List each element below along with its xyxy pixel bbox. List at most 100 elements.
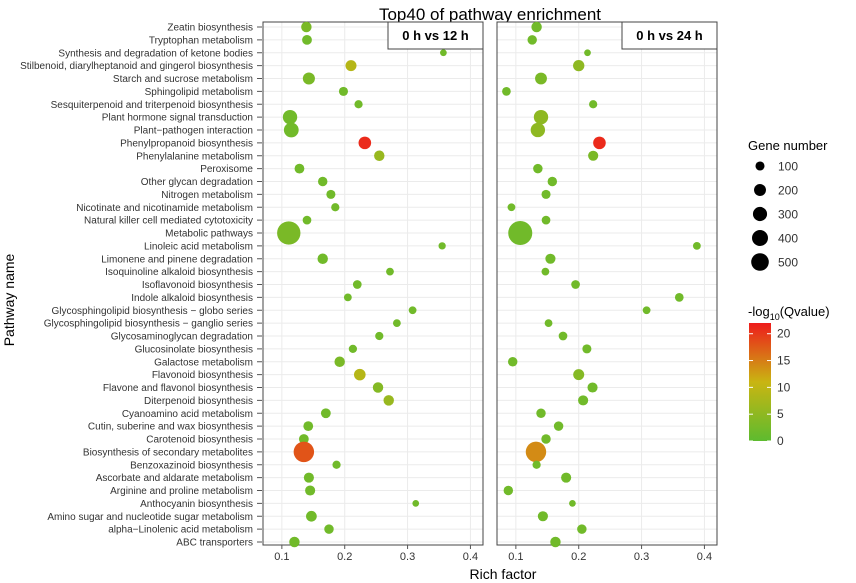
data-point: [503, 485, 514, 496]
data-point: [507, 203, 516, 212]
data-point: [532, 460, 541, 469]
y-tick-label: Glycosphingolipid biosynthesis − globo s…: [51, 306, 253, 317]
x-tick-label: 0.2: [571, 551, 586, 563]
data-point: [408, 306, 417, 315]
data-point: [372, 382, 384, 393]
y-tick-label: alpha−Linolenic acid metabolism: [108, 525, 253, 536]
data-point: [525, 441, 547, 463]
data-point: [302, 72, 315, 85]
data-point: [302, 34, 312, 45]
y-tick-label: Peroxisome: [200, 164, 253, 175]
size-legend-label: 100: [778, 160, 798, 174]
data-point: [545, 253, 556, 264]
panel-border: [496, 21, 718, 546]
data-point: [544, 319, 553, 328]
y-tick-label: Linoleic acid metabolism: [144, 241, 253, 252]
y-tick-label: Flavonoid biosynthesis: [152, 370, 253, 381]
panel-border: [262, 21, 484, 546]
data-point: [354, 100, 363, 109]
y-tick-label: Cutin, suberine and wax biosynthesis: [88, 422, 253, 433]
data-point: [289, 536, 300, 548]
data-point: [541, 434, 551, 444]
data-point: [550, 536, 561, 548]
data-point: [593, 136, 606, 150]
data-point: [553, 421, 564, 431]
y-tick-label: Galactose metabolism: [154, 357, 253, 368]
x-tick-label: 0.3: [634, 551, 649, 563]
y-tick-label: Indole alkaloid biosynthesis: [131, 293, 253, 304]
data-point: [536, 408, 546, 418]
data-point: [306, 510, 317, 522]
y-tick-label: Isoquinoline alkaloid biosynthesis: [105, 267, 253, 278]
data-point: [584, 49, 591, 57]
data-point: [298, 434, 309, 444]
y-tick-label: Carotenoid biosynthesis: [146, 435, 253, 446]
y-tick-label: Ascorbate and aldarate metabolism: [96, 473, 253, 484]
size-legend-dot: [755, 161, 765, 171]
data-point: [578, 395, 589, 406]
size-legend-dot: [754, 184, 766, 196]
y-tick-label: Plant hormone signal transduction: [102, 113, 253, 124]
size-legend-title: Gene number: [748, 138, 828, 153]
y-axis-label: Pathway name: [1, 253, 17, 346]
y-tick-label: Amino sugar and nucleotide sugar metabol…: [47, 512, 253, 523]
data-point: [674, 293, 684, 302]
y-tick-label: Tryptophan metabolism: [149, 35, 253, 46]
y-tick-label: Phenylpropanoid biosynthesis: [120, 138, 253, 149]
data-point: [392, 319, 401, 328]
y-tick-label: Biosynthesis of secondary metabolites: [83, 447, 253, 458]
size-legend-label: 300: [778, 208, 798, 222]
data-point: [331, 203, 340, 212]
data-point: [358, 136, 372, 150]
size-legend-dot: [751, 253, 769, 271]
data-point: [283, 122, 299, 138]
data-point: [547, 176, 558, 187]
data-point: [588, 150, 599, 161]
data-point: [352, 280, 362, 289]
data-point: [326, 189, 336, 199]
x-axis-label: Rich factor: [470, 566, 537, 582]
data-point: [589, 100, 598, 109]
panel-strip: [387, 21, 484, 50]
y-tick-label: Diterpenoid biosynthesis: [144, 396, 253, 407]
data-point: [332, 460, 341, 469]
data-point: [541, 267, 550, 276]
y-tick-label: Anthocyanin biosynthesis: [140, 499, 253, 510]
x-tick-label: 0.2: [337, 551, 352, 563]
y-tick-label: Other glycan degradation: [141, 177, 253, 188]
y-tick-label: Sphingolipid metabolism: [145, 87, 253, 98]
y-tick-label: Nitrogen metabolism: [161, 190, 253, 201]
y-tick-label: Glucosinolate biosynthesis: [135, 344, 253, 355]
data-point: [537, 511, 548, 522]
size-legend-label: 200: [778, 184, 798, 198]
data-point: [303, 421, 314, 432]
x-tick-label: 0.4: [697, 551, 712, 563]
data-point: [386, 267, 394, 276]
data-point: [573, 59, 585, 72]
data-point: [354, 368, 366, 381]
data-point: [317, 176, 328, 187]
data-point: [527, 35, 537, 45]
data-point: [301, 21, 312, 33]
y-tick-label: Phenylalanine metabolism: [136, 151, 253, 162]
y-tick-label: ABC transporters: [176, 538, 253, 549]
data-point: [561, 472, 572, 483]
y-tick-label: Starch and sucrose metabolism: [113, 74, 253, 85]
data-point: [533, 109, 549, 125]
color-tick-label: 15: [777, 354, 791, 368]
size-legend-dot: [752, 206, 768, 222]
y-tick-label: Plant−pathogen interaction: [134, 126, 253, 137]
data-point: [573, 369, 585, 381]
data-point: [412, 500, 420, 507]
color-tick-label: 10: [777, 380, 791, 394]
size-legend-dot: [752, 230, 768, 246]
panel-strip-label: 0 h vs 24 h: [636, 28, 703, 43]
data-point: [277, 221, 301, 245]
data-point: [587, 382, 598, 393]
data-point: [582, 344, 592, 354]
y-tick-label: Limonene and pinene degradation: [101, 254, 253, 265]
data-point: [569, 500, 576, 507]
y-tick-label: Natural killer cell mediated cytotoxicit…: [84, 216, 253, 227]
chart-title: Top40 of pathway enrichment: [379, 5, 601, 24]
data-point: [343, 293, 352, 302]
